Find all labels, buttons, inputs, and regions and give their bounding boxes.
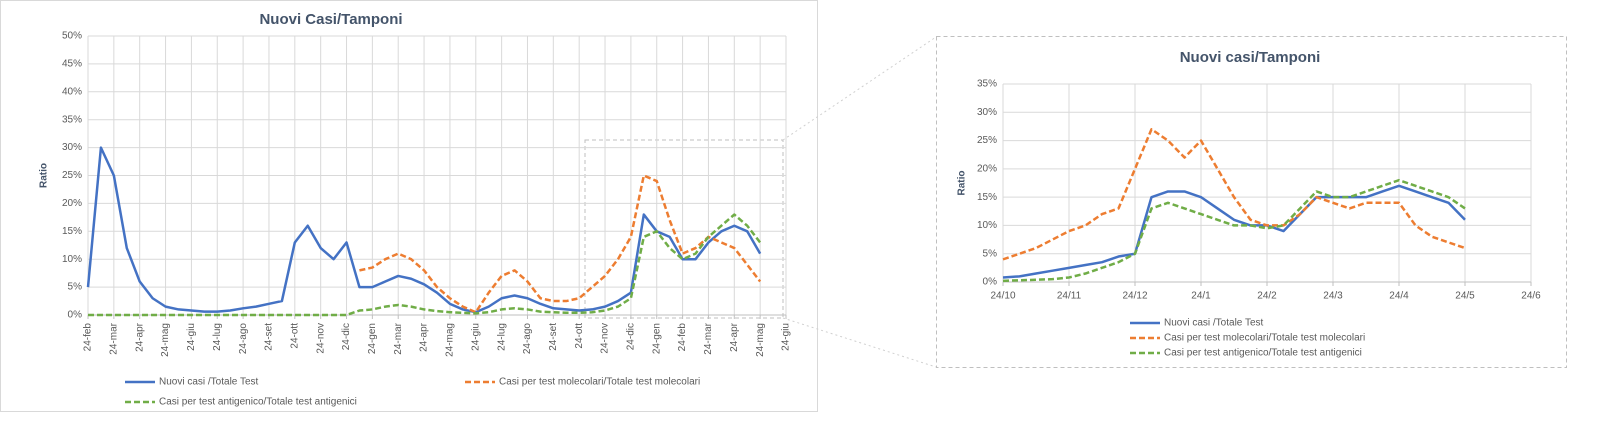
y-tick-label: 25%	[62, 170, 82, 181]
series-line	[88, 213, 762, 317]
y-tick-label: 20%	[977, 163, 997, 174]
x-tick-label: 24-ago	[522, 323, 533, 355]
x-tick-label: 24-mag	[755, 323, 766, 357]
x-tick-label: 24-feb	[83, 323, 94, 352]
x-tick-label: 24/3	[1323, 291, 1343, 302]
y-tick-label: 30%	[977, 107, 997, 118]
x-tick-label: 24/2	[1257, 291, 1277, 302]
chart-title: Nuovi Casi/Tamponi	[259, 11, 402, 28]
x-tick-label: 24-dic	[341, 323, 352, 350]
y-axis-title: Ratio	[39, 163, 50, 188]
x-tick-label: 24-giu	[186, 323, 197, 351]
y-tick-label: 30%	[62, 142, 82, 153]
x-tick-label: 24-ago	[238, 323, 249, 355]
x-tick-label: 24-nov	[600, 323, 611, 354]
x-tick-label: 24-mag	[445, 323, 456, 357]
y-tick-label: 40%	[62, 86, 82, 97]
legend-label: Casi per test antigenico/Totale test ant…	[1164, 348, 1362, 359]
y-tick-label: 45%	[62, 59, 82, 70]
x-tick-label: 24-mar	[703, 322, 714, 354]
x-tick-label: 24-gen	[367, 323, 378, 354]
y-tick-label: 15%	[977, 192, 997, 203]
y-tick-label: 5%	[68, 282, 83, 293]
x-tick-label: 24-gen	[651, 323, 662, 354]
x-tick-label: 24-mar	[108, 322, 119, 354]
legend-label: Nuovi casi /Totale Test	[1164, 318, 1264, 329]
y-axis-title: Ratio	[957, 171, 968, 196]
legend-label: Casi per test antigenico/Totale test ant…	[159, 397, 357, 408]
y-tick-label: 15%	[62, 226, 82, 237]
x-tick-label: 24/5	[1455, 291, 1475, 302]
series-line	[1002, 178, 1466, 283]
y-tick-label: 35%	[62, 114, 82, 125]
zoom-frame	[936, 36, 1567, 368]
x-tick-label: 24-apr	[729, 322, 740, 352]
y-tick-label: 0%	[983, 277, 998, 288]
series-line	[1002, 184, 1466, 279]
x-tick-label: 24/12	[1122, 291, 1147, 302]
x-tick-label: 24-ott	[574, 323, 585, 349]
legend-label: Nuovi casi /Totale Test	[159, 377, 259, 388]
series-line	[1002, 128, 1466, 261]
x-tick-label: 24-mag	[160, 323, 171, 357]
series-line	[359, 174, 762, 314]
y-tick-label: 5%	[983, 248, 998, 259]
x-tick-label: 24-apr	[134, 322, 145, 352]
x-tick-label: 24-giu	[781, 323, 792, 351]
zoom-region	[584, 139, 784, 319]
series-line	[86, 146, 762, 314]
zoom-connector	[782, 36, 937, 141]
x-tick-label: 24-mar	[393, 322, 404, 354]
y-tick-label: 20%	[62, 198, 82, 209]
chart-frame	[0, 0, 818, 412]
y-tick-label: 10%	[62, 254, 82, 265]
y-tick-label: 50%	[62, 31, 82, 42]
x-tick-label: 24/11	[1057, 291, 1082, 302]
x-tick-label: 24-feb	[677, 323, 688, 352]
y-tick-label: 0%	[68, 310, 83, 321]
x-tick-label: 24/10	[990, 291, 1015, 302]
x-tick-label: 24-nov	[315, 323, 326, 354]
x-tick-label: 24-dic	[626, 323, 637, 350]
x-tick-label: 24-apr	[419, 322, 430, 352]
legend-label: Casi per test molecolari/Totale test mol…	[1164, 333, 1365, 344]
legend-label: Casi per test molecolari/Totale test mol…	[499, 377, 700, 388]
zoom-connector	[782, 317, 937, 368]
x-tick-label: 24-giu	[470, 323, 481, 351]
x-tick-label: 24/4	[1389, 291, 1409, 302]
y-tick-label: 10%	[977, 220, 997, 231]
chart-title: Nuovi casi/Tamponi	[1180, 49, 1321, 66]
x-tick-label: 24-set	[548, 323, 559, 351]
y-tick-label: 35%	[977, 79, 997, 90]
x-tick-label: 24-ott	[289, 323, 300, 349]
x-tick-label: 24-set	[264, 323, 275, 351]
x-tick-label: 24/1	[1191, 291, 1211, 302]
y-tick-label: 25%	[977, 135, 997, 146]
x-tick-label: 24-lug	[496, 323, 507, 351]
x-tick-label: 24-lug	[212, 323, 223, 351]
x-tick-label: 24/6	[1521, 291, 1541, 302]
